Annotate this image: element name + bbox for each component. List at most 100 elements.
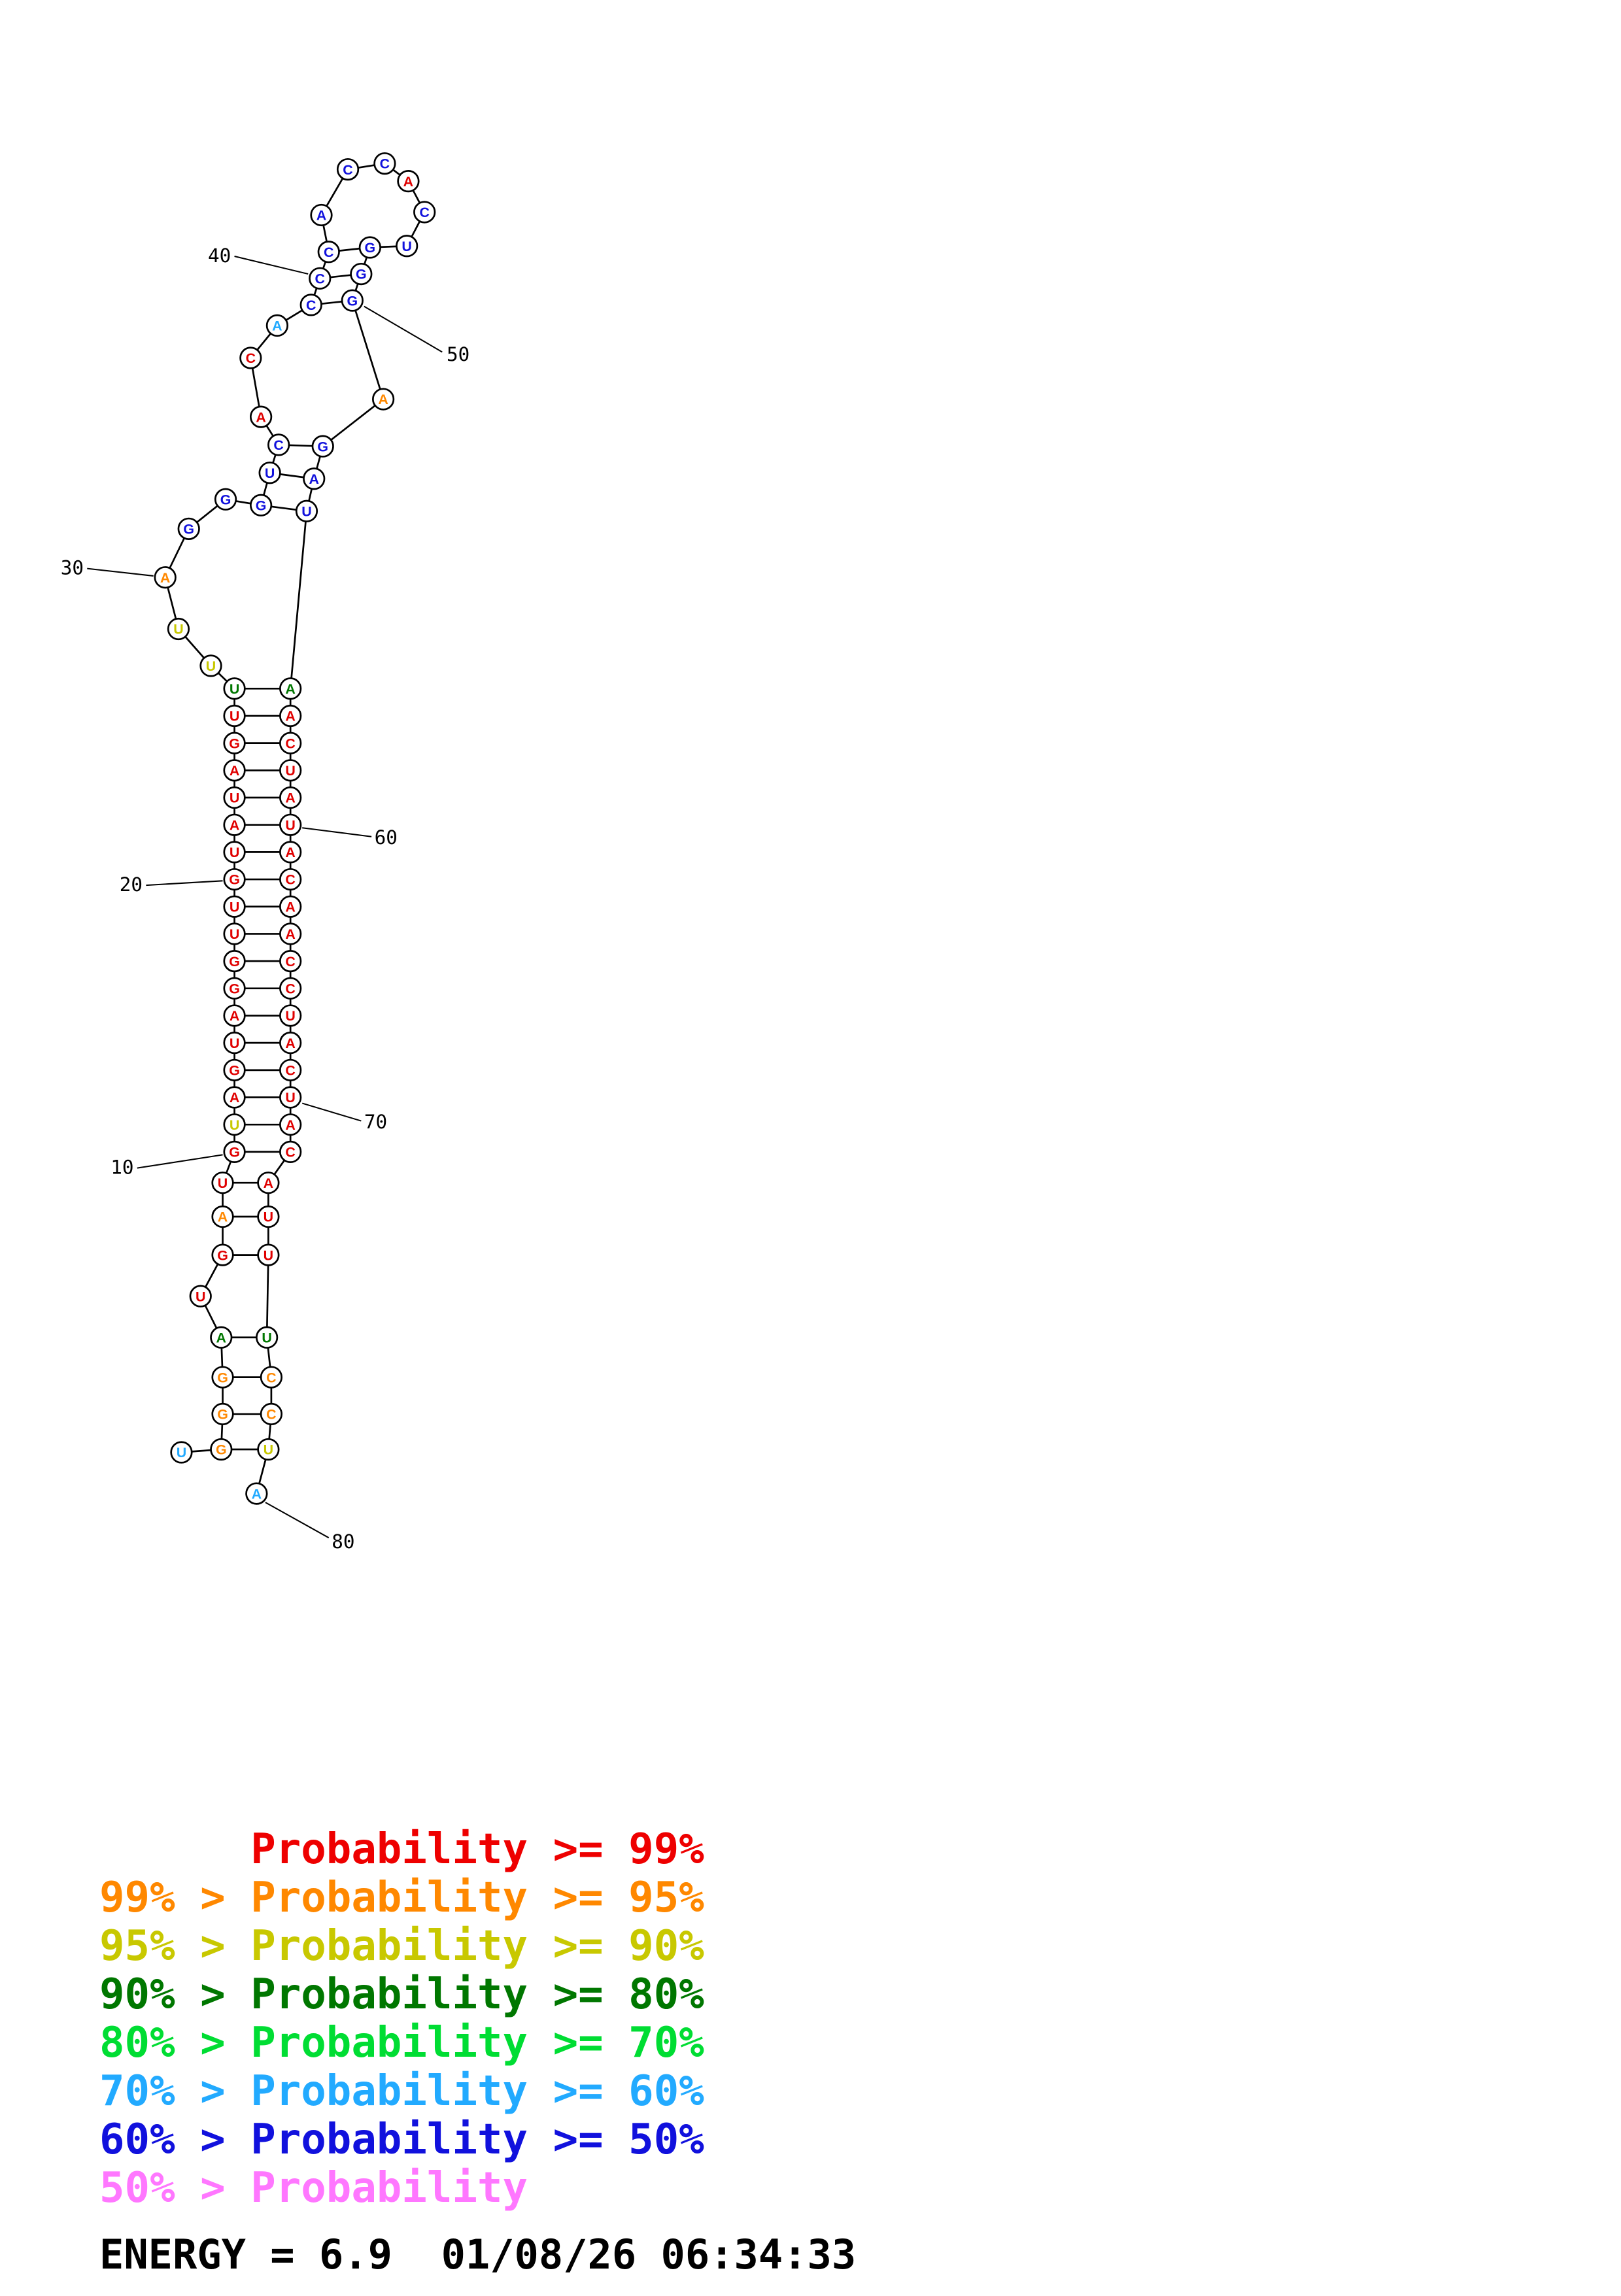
position-label-40: 40	[208, 245, 231, 267]
nucleotide-30: A	[154, 566, 177, 589]
nucleotide-68: A	[279, 1032, 302, 1055]
nucleotide-circle	[279, 813, 302, 836]
nucleotide-circle	[211, 1243, 234, 1266]
nucleotide-letter: U	[285, 1090, 295, 1106]
nucleotide-circle	[257, 1438, 280, 1461]
nucleotide-38: A	[265, 314, 289, 337]
nucleotide-letter: U	[265, 465, 275, 481]
nucleotide-circle	[295, 499, 318, 522]
nucleotide-letter: A	[216, 1330, 226, 1345]
nucleotide-circle	[279, 759, 302, 782]
nucleotide-letter: G	[356, 267, 367, 282]
nucleotide-circle	[413, 201, 436, 224]
nucleotide-circle	[223, 1086, 246, 1109]
nucleotide-circle	[279, 1140, 302, 1164]
nucleotide-letter: G	[347, 293, 358, 309]
backbone-bond	[289, 511, 308, 689]
nucleotide-letter: C	[266, 1370, 276, 1385]
nucleotide-23: U	[223, 786, 246, 809]
backbone-bond	[322, 398, 384, 447]
nucleotide-56: A	[279, 704, 302, 728]
nucleotide-77: C	[260, 1366, 283, 1389]
nucleotide-letter: G	[217, 1247, 228, 1263]
nucleotide-60: U	[279, 813, 302, 836]
nucleotide-75: U	[257, 1243, 280, 1266]
nucleotide-circle	[223, 1140, 246, 1164]
nucleotide-50: G	[341, 289, 364, 312]
nucleotide-78: C	[260, 1402, 283, 1426]
nucleotide-letter: A	[256, 409, 265, 425]
nucleotide-letter: A	[403, 174, 413, 190]
legend-row: 80% > Probability >= 70%	[99, 2019, 704, 2067]
nucleotide-circle	[154, 566, 177, 589]
nucleotide-letter: A	[309, 471, 318, 487]
nucleotide-circle	[279, 677, 302, 700]
nucleotide-26: U	[223, 704, 246, 728]
nucleotide-16: G	[223, 977, 246, 1000]
nucleotide-letter: U	[218, 1175, 228, 1191]
nucleotide-letter: U	[177, 1445, 186, 1460]
nucleotide-circle	[223, 922, 246, 945]
nucleotide-circle	[279, 1086, 302, 1109]
nucleotide-64: A	[279, 922, 302, 945]
nucleotide-letter: A	[285, 790, 295, 806]
nucleotide-circle	[257, 1243, 280, 1266]
nucleotide-circle	[189, 1285, 212, 1308]
nucleotide-circle	[299, 294, 322, 316]
nucleotide-circle	[279, 868, 302, 891]
nucleotide-letter: U	[401, 239, 411, 254]
nucleotide-46: C	[413, 201, 436, 224]
nucleotide-circle	[210, 1438, 233, 1461]
nucleotide-2: G	[210, 1438, 233, 1461]
nucleotide-letter: G	[217, 1407, 228, 1423]
nucleotide-40: C	[309, 267, 332, 290]
nucleotide-circle	[223, 704, 246, 728]
nucleotide-letter: U	[206, 658, 216, 674]
nucleotide-72: C	[279, 1140, 302, 1164]
nucleotide-22: A	[223, 813, 246, 836]
nucleotide-circle	[223, 759, 246, 782]
nucleotide-letter: A	[252, 1486, 262, 1502]
nucleotide-79: U	[257, 1438, 280, 1461]
nucleotide-letter: C	[315, 271, 325, 286]
nucleotide-letter: U	[285, 817, 295, 833]
label-leader-line	[234, 256, 309, 275]
nucleotide-circle	[223, 977, 246, 1000]
nucleotide-43: C	[336, 158, 360, 181]
nucleotide-circle	[265, 314, 289, 337]
nucleotide-5: A	[210, 1326, 233, 1349]
nucleotide-letter: C	[419, 205, 429, 220]
nucleotide-circle	[396, 235, 418, 258]
nucleotide-letter: A	[316, 208, 326, 224]
nucleotide-circle	[279, 841, 302, 864]
nucleotide-20: G	[223, 868, 246, 891]
nucleotide-letter: G	[216, 1442, 227, 1458]
nucleotide-41: C	[317, 241, 340, 263]
nucleotide-circle	[350, 262, 373, 286]
nucleotide-37: C	[239, 346, 262, 369]
nucleotide-circle	[214, 488, 237, 511]
nucleotide-circle	[267, 433, 290, 456]
nucleotide-31: G	[177, 517, 200, 540]
nucleotide-55: A	[279, 677, 302, 700]
nucleotide-circle	[317, 241, 340, 263]
nucleotide-circle	[279, 1004, 302, 1027]
nucleotide-circle	[177, 517, 200, 540]
nucleotide-35: C	[267, 433, 290, 456]
nucleotide-circle	[341, 289, 364, 312]
nucleotide-letter: A	[230, 1090, 239, 1106]
nucleotide-65: C	[279, 949, 302, 973]
nucleotide-circle	[256, 1326, 279, 1349]
label-leader-line	[87, 567, 154, 577]
nucleotide-circle	[257, 1205, 280, 1228]
nucleotide-circle	[371, 388, 395, 411]
nucleotide-circle	[223, 841, 246, 864]
nucleotide-63: A	[279, 895, 302, 918]
legend-row: 90% > Probability >= 80%	[99, 1970, 704, 2019]
nucleotide-8: A	[211, 1205, 234, 1228]
nucleotide-36: A	[249, 405, 273, 428]
nucleotide-45: A	[397, 170, 420, 193]
nucleotide-letter: A	[285, 845, 295, 860]
nucleotide-1: U	[170, 1441, 193, 1464]
nucleotide-letter: A	[285, 926, 295, 942]
